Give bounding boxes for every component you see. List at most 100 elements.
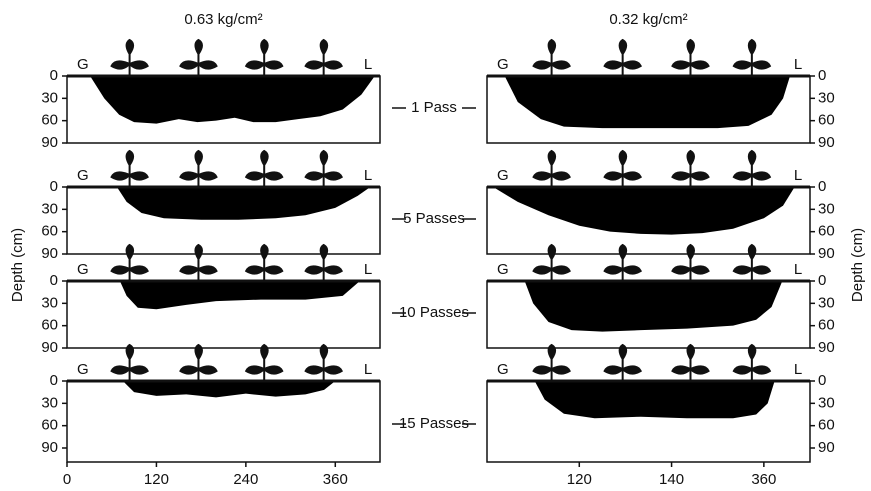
y-tick-label: 30 bbox=[818, 89, 835, 106]
plant bbox=[671, 243, 710, 281]
y-tick-label: 0 bbox=[50, 272, 58, 289]
y-tick-label: 30 bbox=[818, 200, 835, 217]
y-tick-label: 0 bbox=[50, 67, 58, 84]
y-tick-label: 30 bbox=[41, 200, 58, 217]
edge-label: L bbox=[364, 56, 372, 73]
x-tick-label: 360 bbox=[751, 471, 776, 488]
compaction-area bbox=[504, 76, 791, 129]
plant bbox=[179, 38, 218, 76]
plant bbox=[110, 343, 149, 381]
y-tick-label: 90 bbox=[818, 339, 835, 356]
y-tick-label: 60 bbox=[818, 223, 835, 240]
plant bbox=[304, 149, 343, 187]
pass-label: 10 Passes bbox=[399, 304, 469, 321]
edge-label: G bbox=[77, 56, 89, 73]
y-tick-label: 90 bbox=[818, 439, 835, 456]
y-tick-label: 0 bbox=[50, 372, 58, 389]
plant bbox=[732, 243, 772, 281]
plant bbox=[603, 243, 642, 281]
compaction-area bbox=[119, 281, 360, 310]
plant bbox=[732, 343, 772, 381]
y-tick-label: 0 bbox=[50, 178, 58, 195]
edge-label: L bbox=[794, 261, 802, 278]
plant bbox=[732, 38, 772, 76]
plant bbox=[244, 149, 284, 187]
compaction-area bbox=[493, 187, 795, 235]
y-tick-label: 30 bbox=[41, 89, 58, 106]
compaction-area bbox=[524, 281, 783, 332]
plant bbox=[179, 149, 218, 187]
y-tick-label: 90 bbox=[41, 439, 58, 456]
edge-label: L bbox=[364, 361, 372, 378]
plant bbox=[244, 38, 284, 76]
edge-label: G bbox=[77, 167, 89, 184]
y-tick-label: 90 bbox=[818, 134, 835, 151]
y-tick-label: 60 bbox=[818, 317, 835, 334]
plant bbox=[110, 149, 149, 187]
compaction-area bbox=[534, 381, 775, 419]
edge-label: G bbox=[497, 361, 509, 378]
plant bbox=[244, 343, 284, 381]
plant bbox=[603, 343, 642, 381]
edge-label: L bbox=[794, 361, 802, 378]
y-tick-label: 90 bbox=[818, 245, 835, 262]
x-tick-label: 240 bbox=[233, 471, 258, 488]
plant bbox=[532, 243, 571, 281]
panel-title: 0.32 kg/cm² bbox=[609, 11, 687, 28]
plant bbox=[110, 243, 149, 281]
plant bbox=[179, 243, 218, 281]
x-tick-label: 360 bbox=[323, 471, 348, 488]
plant bbox=[671, 38, 710, 76]
y-tick-label: 30 bbox=[41, 294, 58, 311]
plant bbox=[532, 149, 571, 187]
y-tick-label: 30 bbox=[41, 394, 58, 411]
edge-label: L bbox=[794, 56, 802, 73]
compaction-area bbox=[122, 381, 336, 398]
y-tick-label: 90 bbox=[41, 339, 58, 356]
y-tick-label: 90 bbox=[41, 134, 58, 151]
x-tick-label: 0 bbox=[63, 471, 71, 488]
y-tick-label: 90 bbox=[41, 245, 58, 262]
x-tick-label: 120 bbox=[567, 471, 592, 488]
plant bbox=[304, 38, 343, 76]
plant bbox=[304, 343, 343, 381]
edge-label: G bbox=[497, 167, 509, 184]
pass-label: 15 Passes bbox=[399, 415, 469, 432]
edge-label: L bbox=[364, 261, 372, 278]
panel-title: 0.63 kg/cm² bbox=[184, 11, 262, 28]
edge-label: L bbox=[794, 167, 802, 184]
plant bbox=[671, 149, 710, 187]
x-tick-label: 120 bbox=[144, 471, 169, 488]
plant bbox=[532, 343, 571, 381]
y-tick-label: 0 bbox=[818, 67, 826, 84]
plant bbox=[603, 38, 642, 76]
x-tick-label: 140 bbox=[659, 471, 684, 488]
plant bbox=[603, 149, 642, 187]
y-tick-label: 60 bbox=[41, 417, 58, 434]
pass-label: 5 Passes bbox=[403, 210, 465, 227]
y-tick-label: 60 bbox=[818, 112, 835, 129]
edge-label: G bbox=[497, 56, 509, 73]
edge-label: G bbox=[497, 261, 509, 278]
pass-label: 1 Pass bbox=[411, 99, 457, 116]
compaction-area bbox=[116, 187, 371, 220]
y-tick-label: 60 bbox=[818, 417, 835, 434]
edge-label: G bbox=[77, 261, 89, 278]
plant bbox=[244, 243, 284, 281]
y-axis-label: Depth (cm) bbox=[9, 228, 26, 302]
y-tick-label: 30 bbox=[818, 294, 835, 311]
y-tick-label: 0 bbox=[818, 272, 826, 289]
y-tick-label: 60 bbox=[41, 223, 58, 240]
plant bbox=[532, 38, 571, 76]
plant bbox=[110, 38, 149, 76]
plant bbox=[304, 243, 343, 281]
plant bbox=[179, 343, 218, 381]
compaction-area bbox=[90, 76, 375, 124]
y-tick-label: 0 bbox=[818, 372, 826, 389]
y-axis-label: Depth (cm) bbox=[849, 228, 866, 302]
edge-label: G bbox=[77, 361, 89, 378]
plant bbox=[671, 343, 710, 381]
y-tick-label: 30 bbox=[818, 394, 835, 411]
y-tick-label: 60 bbox=[41, 112, 58, 129]
